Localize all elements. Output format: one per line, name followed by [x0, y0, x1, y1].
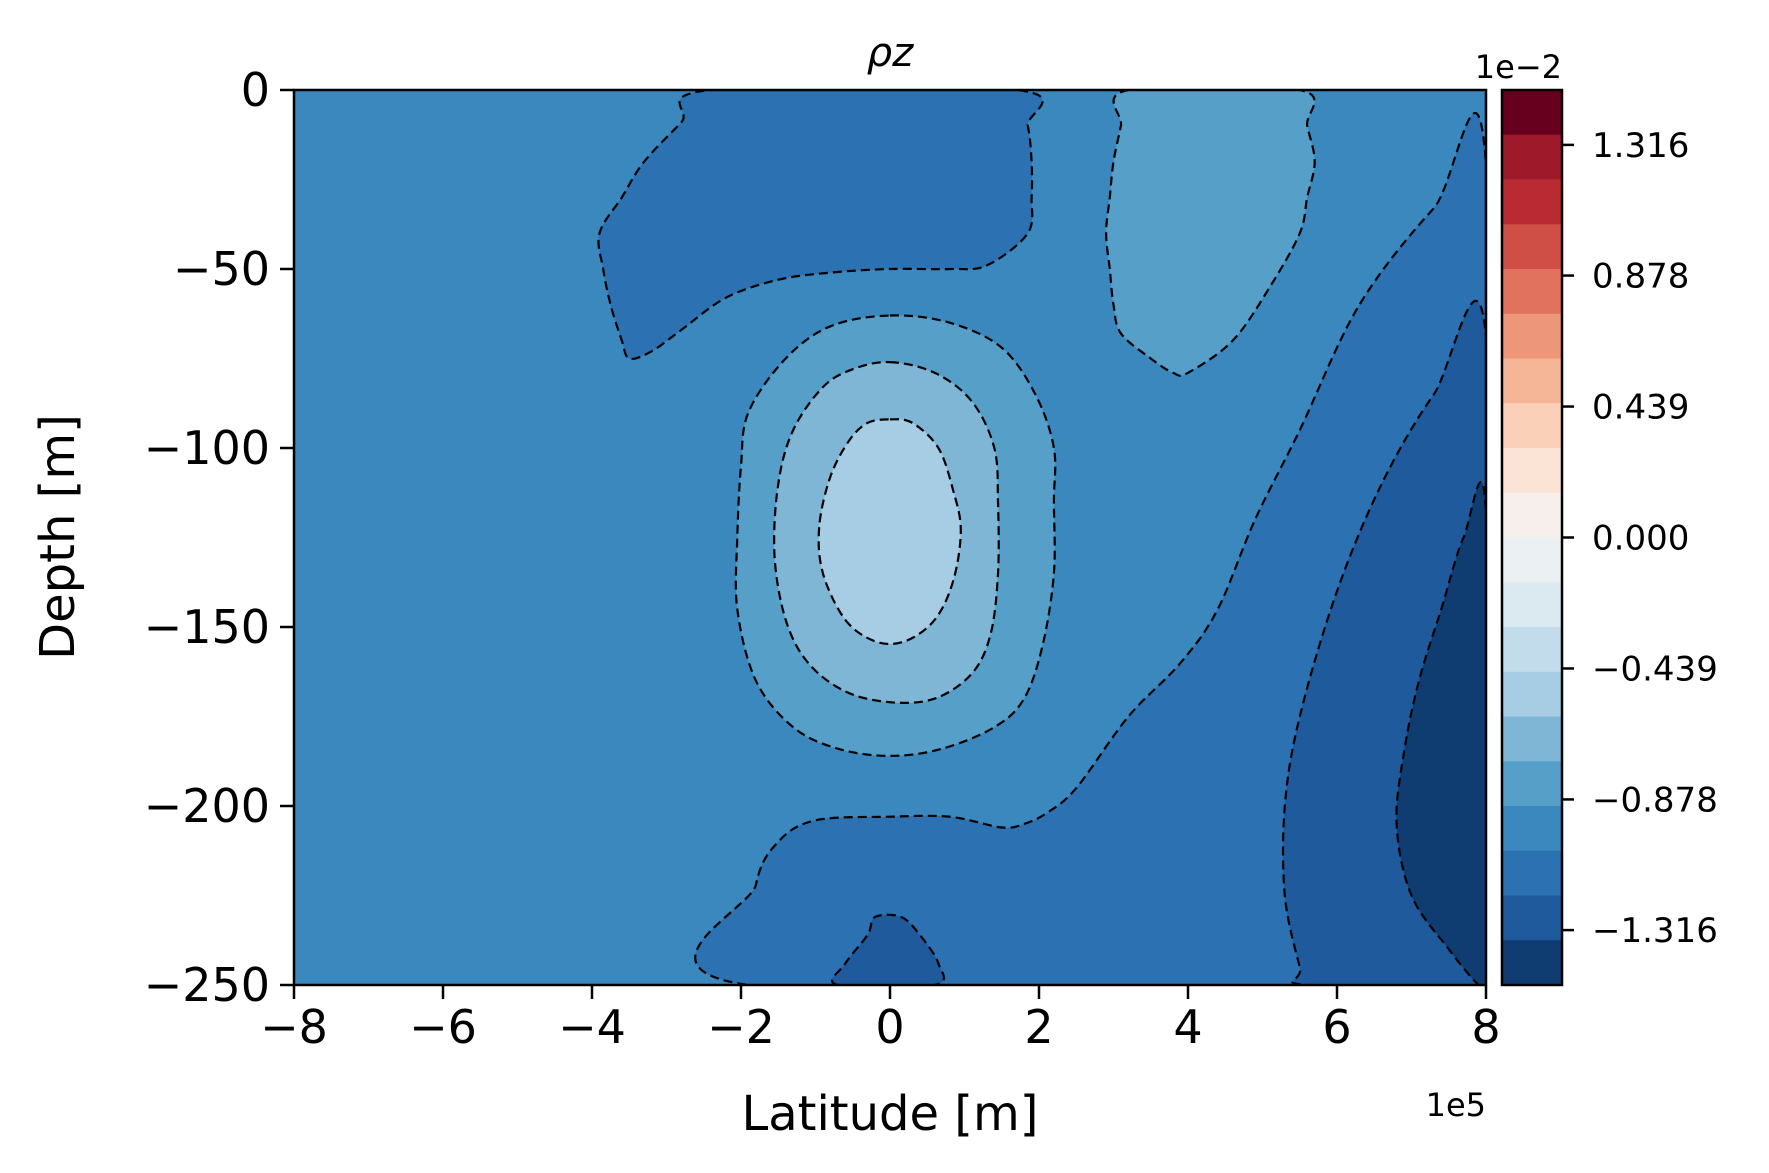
colorbar-segment: [1502, 895, 1562, 941]
colorbar-tick-label: −0.439: [1592, 649, 1718, 689]
x-tick-label: −2: [707, 1000, 775, 1054]
plot-area: [294, 90, 1486, 985]
colorbar-segment: [1502, 582, 1562, 628]
contour-region-top-left-lobe-minus-1: [597, 90, 1044, 361]
colorbar-segment: [1502, 940, 1562, 986]
y-tick-label: −250: [144, 958, 270, 1012]
y-axis-title: Depth [m]: [30, 414, 86, 660]
contour-region-right-flank-minus-3: [1395, 480, 1486, 985]
colorbar-tick-label: −1.316: [1592, 911, 1718, 951]
y-tick-label: −200: [144, 779, 270, 833]
colorbar-segment: [1502, 224, 1562, 270]
colorbar-segment: [1502, 806, 1562, 852]
y-tick-label: 0: [241, 63, 270, 117]
colorbar-tick-label: 1.316: [1592, 126, 1689, 166]
colorbar-segment: [1502, 850, 1562, 897]
colorbar-segment: [1502, 627, 1562, 673]
colorbar-segment: [1502, 671, 1562, 718]
colorbar-tick-label: −0.878: [1592, 780, 1718, 820]
colorbar-tick-label: 0.878: [1592, 257, 1689, 297]
colorbar-segment: [1502, 448, 1562, 494]
contour-region-center-core-plus-3: [817, 418, 962, 646]
x-tick-label: 4: [1173, 1000, 1202, 1054]
colorbar-segment: [1502, 537, 1562, 583]
contour-regions: [597, 90, 1486, 985]
colorbar-segment: [1502, 313, 1562, 360]
chart-title: ρz: [867, 30, 914, 76]
colorbar-segment: [1502, 179, 1562, 225]
colorbar-segment: [1502, 358, 1562, 404]
colorbar-segment: [1502, 716, 1562, 762]
colorbar-segment: [1502, 492, 1562, 539]
colorbar-segment: [1502, 134, 1562, 181]
x-tick-label: −4: [558, 1000, 626, 1054]
colorbar: [1502, 90, 1562, 986]
colorbar-segment: [1502, 403, 1562, 449]
colorbar-ticks: 1.316 0.878 0.439 0.000 −0.439 −0.878 −1.316: [1562, 126, 1718, 951]
x-tick-label: 2: [1024, 1000, 1053, 1054]
x-axis-ticks: −8 −6 −4 −2 0 2 4 6 8: [260, 985, 1501, 1054]
x-tick-label: −6: [409, 1000, 477, 1054]
colorbar-tick-label: 0.439: [1592, 388, 1689, 428]
colorbar-segment: [1502, 269, 1562, 315]
colorbar-segment: [1502, 90, 1562, 136]
y-tick-label: −150: [144, 600, 270, 654]
y-axis-ticks: 0 −50 −100 −150 −200 −250: [144, 63, 294, 1012]
x-tick-label: 0: [875, 1000, 904, 1054]
x-axis-title: Latitude [m]: [741, 1086, 1038, 1142]
x-tick-label: −8: [260, 1000, 328, 1054]
x-tick-label: 6: [1322, 1000, 1351, 1054]
y-tick-label: −100: [144, 421, 270, 475]
colorbar-segment: [1502, 761, 1562, 807]
contour-region-top-right-lobe-plus-1: [1104, 90, 1316, 377]
colorbar-offset-label: 1e−2: [1475, 48, 1562, 86]
x-offset-label: 1e5: [1426, 1086, 1486, 1124]
y-tick-label: −50: [173, 242, 270, 296]
x-tick-label: 8: [1471, 1000, 1500, 1054]
colorbar-tick-label: 0.000: [1592, 519, 1689, 559]
